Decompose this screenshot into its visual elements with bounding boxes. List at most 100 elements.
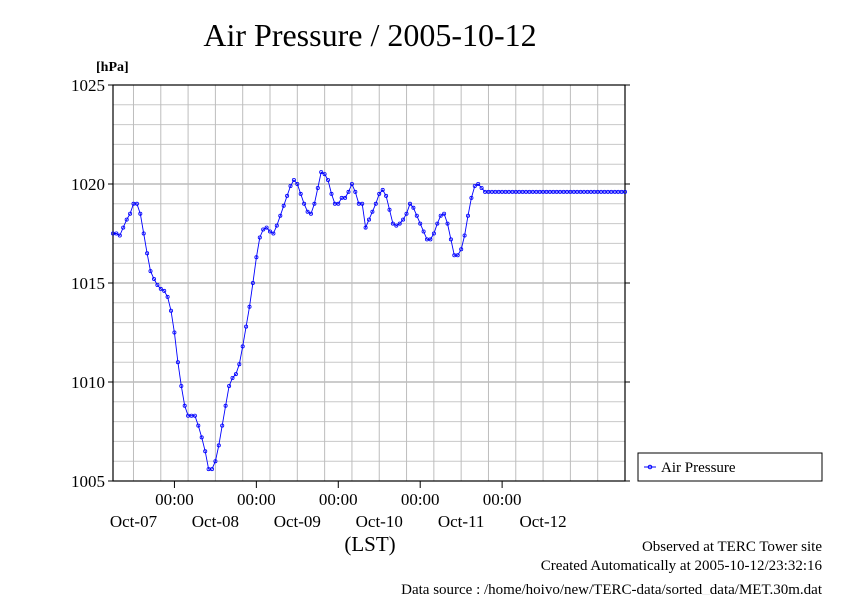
data-point [373, 201, 378, 206]
data-point [254, 255, 259, 260]
data-point [172, 330, 177, 335]
data-point [237, 362, 242, 367]
data-point [329, 191, 334, 196]
data-point [196, 423, 201, 428]
data-point [459, 247, 464, 252]
data-point [250, 280, 255, 285]
data-point [213, 459, 218, 464]
y-tick-label: 1005 [71, 472, 105, 491]
data-point [209, 467, 214, 472]
data-point [455, 253, 460, 258]
data-point [308, 211, 313, 216]
data-point [421, 229, 426, 234]
data-point [168, 308, 173, 313]
data-point [407, 201, 412, 206]
data-point [438, 213, 443, 218]
data-point [233, 372, 238, 377]
data-point [291, 177, 296, 182]
data-point [230, 375, 235, 380]
data-point [114, 231, 119, 236]
data-point [227, 383, 232, 388]
data-point [257, 235, 262, 240]
data-point [377, 191, 382, 196]
data-point [462, 233, 467, 238]
data-point [278, 213, 283, 218]
data-point [192, 413, 197, 418]
data-point [370, 209, 375, 214]
data-point [336, 201, 341, 206]
footer-site: Observed at TERC Tower site [642, 539, 822, 555]
data-point [353, 189, 358, 194]
data-point [155, 282, 160, 287]
data-point [390, 221, 395, 226]
data-point [411, 205, 416, 210]
data-point [121, 225, 126, 230]
data-point [223, 403, 228, 408]
data-point [319, 170, 324, 175]
data-point [476, 181, 481, 186]
data-point [623, 189, 628, 194]
y-axis-unit: [hPa] [96, 60, 129, 75]
data-point [360, 201, 365, 206]
data-point [199, 435, 204, 440]
data-point [469, 195, 474, 200]
chart-title: Air Pressure / 2005-10-12 [203, 17, 536, 53]
data-point [387, 207, 392, 212]
data-point [404, 211, 409, 216]
x-date-label: Oct-07 [110, 512, 158, 531]
data-point [203, 449, 208, 454]
data-point [281, 203, 286, 208]
data-point [479, 185, 484, 190]
data-point [162, 288, 167, 293]
data-point [418, 221, 423, 226]
data-point [465, 213, 470, 218]
data-point [401, 217, 406, 222]
x-date-label: Oct-11 [438, 512, 485, 531]
data-point [134, 201, 139, 206]
data-point [414, 213, 419, 218]
data-point [138, 211, 143, 216]
data-point [274, 223, 279, 228]
data-point [175, 360, 180, 365]
x-axis: 00:00 00:00 00:00 00:00 00:00 Oct-07 Oct-08 Oct… [110, 481, 567, 531]
data-point [442, 211, 447, 216]
data-point [325, 177, 330, 182]
y-tick-label: 1020 [71, 175, 105, 194]
data-point [145, 251, 150, 256]
air-pressure-series [111, 170, 628, 472]
data-point [346, 189, 351, 194]
data-point [271, 231, 276, 236]
data-point [298, 191, 303, 196]
data-point [179, 383, 184, 388]
data-point [220, 423, 225, 428]
data-point [394, 223, 399, 228]
data-point [124, 217, 129, 222]
x-date-label: Oct-10 [356, 512, 403, 531]
data-point [128, 211, 133, 216]
data-point [295, 181, 300, 186]
y-axis: 1005 1010 1015 1020 1025 [71, 76, 630, 491]
x-axis-label: (LST) [344, 532, 395, 556]
data-point [247, 304, 252, 309]
data-point [363, 225, 368, 230]
x-date-label: Oct-12 [519, 512, 566, 531]
data-point [264, 225, 269, 230]
footer-source: Data source : /home/hoivo/new/TERC-data/… [401, 582, 823, 595]
data-point [216, 443, 221, 448]
x-time-label: 00:00 [319, 490, 358, 509]
data-point [435, 221, 440, 226]
y-tick-label: 1025 [71, 76, 105, 95]
x-date-label: Oct-08 [192, 512, 239, 531]
footer-created: Created Automatically at 2005-10-12/23:3… [541, 558, 823, 574]
x-time-label: 00:00 [401, 490, 440, 509]
data-point [117, 233, 122, 238]
data-point [158, 286, 163, 291]
data-point [244, 324, 249, 329]
data-point [472, 183, 477, 188]
legend: Air Pressure [637, 452, 823, 482]
data-point [288, 183, 293, 188]
data-point [285, 193, 290, 198]
data-point [431, 231, 436, 236]
legend-marker-icon [647, 464, 653, 470]
